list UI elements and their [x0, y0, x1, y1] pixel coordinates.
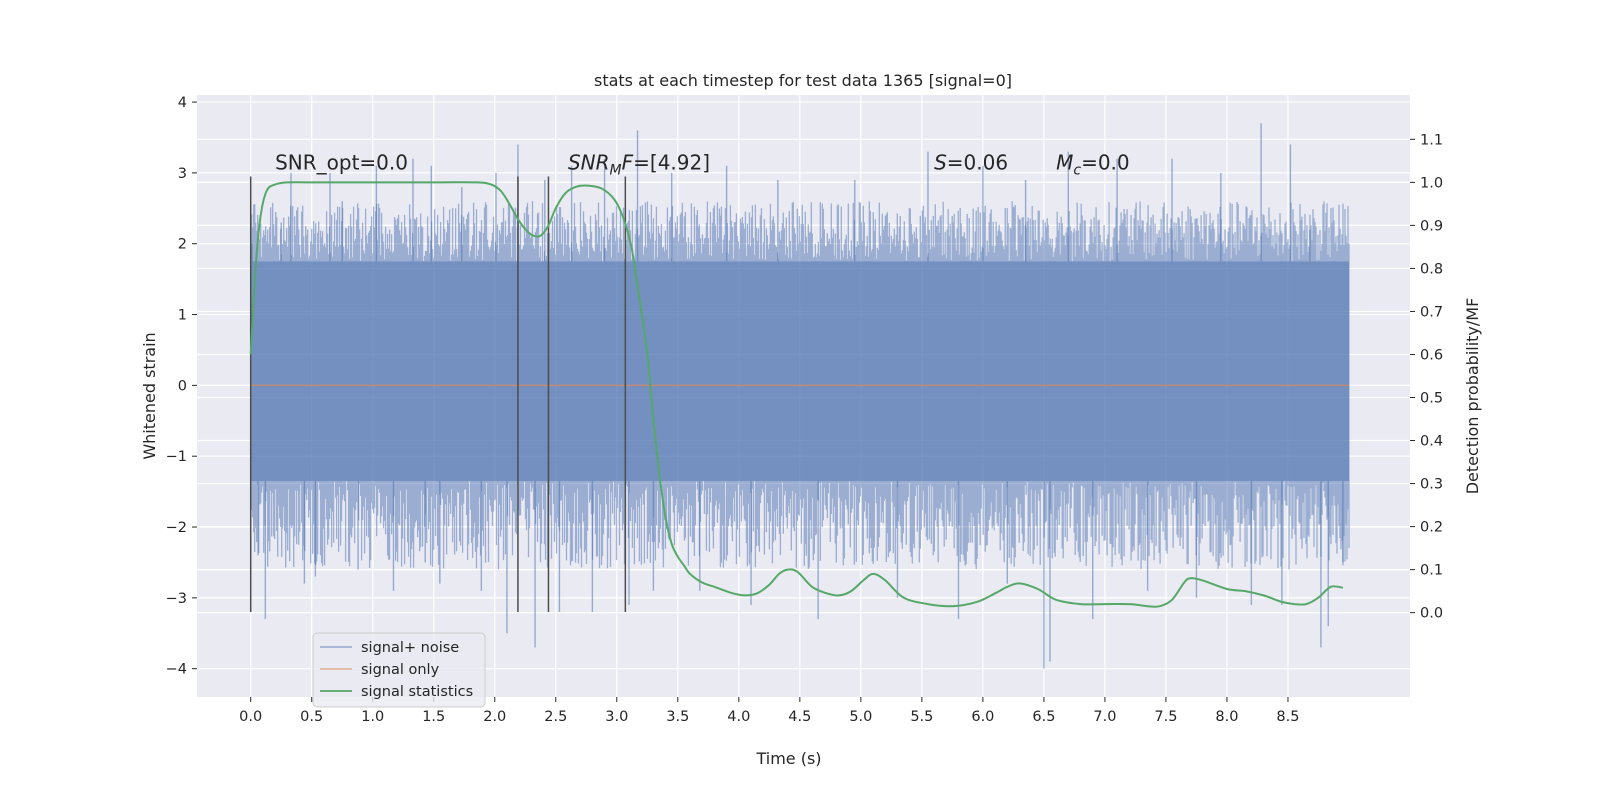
x-tick-label: 7.5	[1154, 709, 1177, 725]
y-tick-label: −2	[166, 520, 187, 536]
annotation-text: S=0.06	[934, 150, 1008, 174]
y-tick-label: 3	[178, 166, 187, 182]
y2-tick-label: 0.3	[1420, 477, 1443, 493]
y-axis-ticks: −4 −3 −2 −1 0 1 2 3 4	[166, 95, 197, 678]
legend-label-signal-statistics: signal statistics	[361, 684, 473, 700]
x-tick-label: 3.0	[605, 709, 628, 725]
y2-tick-label: 0.9	[1420, 218, 1443, 234]
y-tick-label: 2	[178, 237, 187, 253]
y-tick-label: −4	[166, 662, 187, 678]
x-tick-label: 1.5	[422, 709, 445, 725]
y2-tick-label: 0.6	[1420, 347, 1443, 363]
y2-tick-label: 0.2	[1420, 520, 1443, 536]
annotations: SNR_opt=0.0 SNRMF=[4.92] S=0.06 Mc=0.0	[275, 150, 1130, 178]
x-tick-label: 3.5	[666, 709, 689, 725]
x-axis-label: Time (s)	[755, 749, 821, 768]
x-tick-label: 5.0	[849, 709, 872, 725]
x-tick-label: 5.5	[910, 709, 933, 725]
series-signal-noise	[250, 123, 1350, 669]
y2-tick-label: 0.7	[1420, 304, 1443, 320]
x-tick-label: 4.0	[727, 709, 750, 725]
x-tick-label: 4.5	[788, 709, 811, 725]
annotation-text: Mc=0.0	[1056, 150, 1130, 178]
legend-label-signal-noise: signal+ noise	[361, 640, 459, 656]
y-tick-label: 4	[178, 95, 187, 111]
x-tick-label: 8.5	[1276, 709, 1299, 725]
legend-label-signal-only: signal only	[361, 662, 440, 678]
y2-axis-ticks: 0.0 0.1 0.2 0.3 0.4 0.5 0.6 0.7 0.8 0.9 1.0 1.1	[1410, 132, 1443, 622]
legend: signal+ noise signal only signal statist…	[312, 632, 486, 708]
y2-tick-label: 0.1	[1420, 563, 1443, 579]
x-tick-label: 6.0	[971, 709, 994, 725]
y2-tick-label: 0.0	[1420, 606, 1443, 622]
x-tick-label: 1.0	[361, 709, 384, 725]
signal-statistics-line	[249, 181, 1344, 608]
x-tick-label: 0.5	[300, 709, 323, 725]
y2-tick-label: 0.4	[1420, 434, 1443, 450]
x-tick-label: 2.5	[544, 709, 567, 725]
y2-tick-label: 0.5	[1420, 391, 1443, 407]
y-axis-label: Whitened strain	[140, 332, 159, 459]
x-tick-label: 8.0	[1215, 709, 1238, 725]
legend-box	[312, 632, 486, 708]
y-tick-label: −3	[166, 591, 187, 607]
y-tick-label: 0	[178, 378, 187, 394]
annotation-text: SNR_opt=0.0	[275, 150, 408, 174]
vertical-markers	[249, 176, 627, 613]
x-tick-label: 7.0	[1093, 709, 1116, 725]
x-tick-label: 6.5	[1032, 709, 1055, 725]
annotation-text: SNRMF=[4.92]	[568, 150, 710, 178]
series-signal-statistics	[249, 181, 1344, 608]
y-tick-label: −1	[166, 449, 187, 465]
y2-axis-label: Detection probability/MF	[1463, 298, 1482, 495]
y2-tick-label: 0.8	[1420, 261, 1443, 277]
y2-tick-label: 1.1	[1420, 132, 1443, 148]
x-axis-ticks: 0.0 0.5 1.0 1.5 2.0 2.5 3.0 3.5 4.0 4.5 5.0 5.5 6.0 6…	[239, 697, 1299, 725]
y-tick-label: 1	[178, 308, 187, 324]
chart-title: stats at each timestep for test data 136…	[594, 71, 1012, 90]
x-tick-label: 2.0	[483, 709, 506, 725]
y2-tick-label: 1.0	[1420, 175, 1443, 191]
x-tick-label: 0.0	[239, 709, 262, 725]
